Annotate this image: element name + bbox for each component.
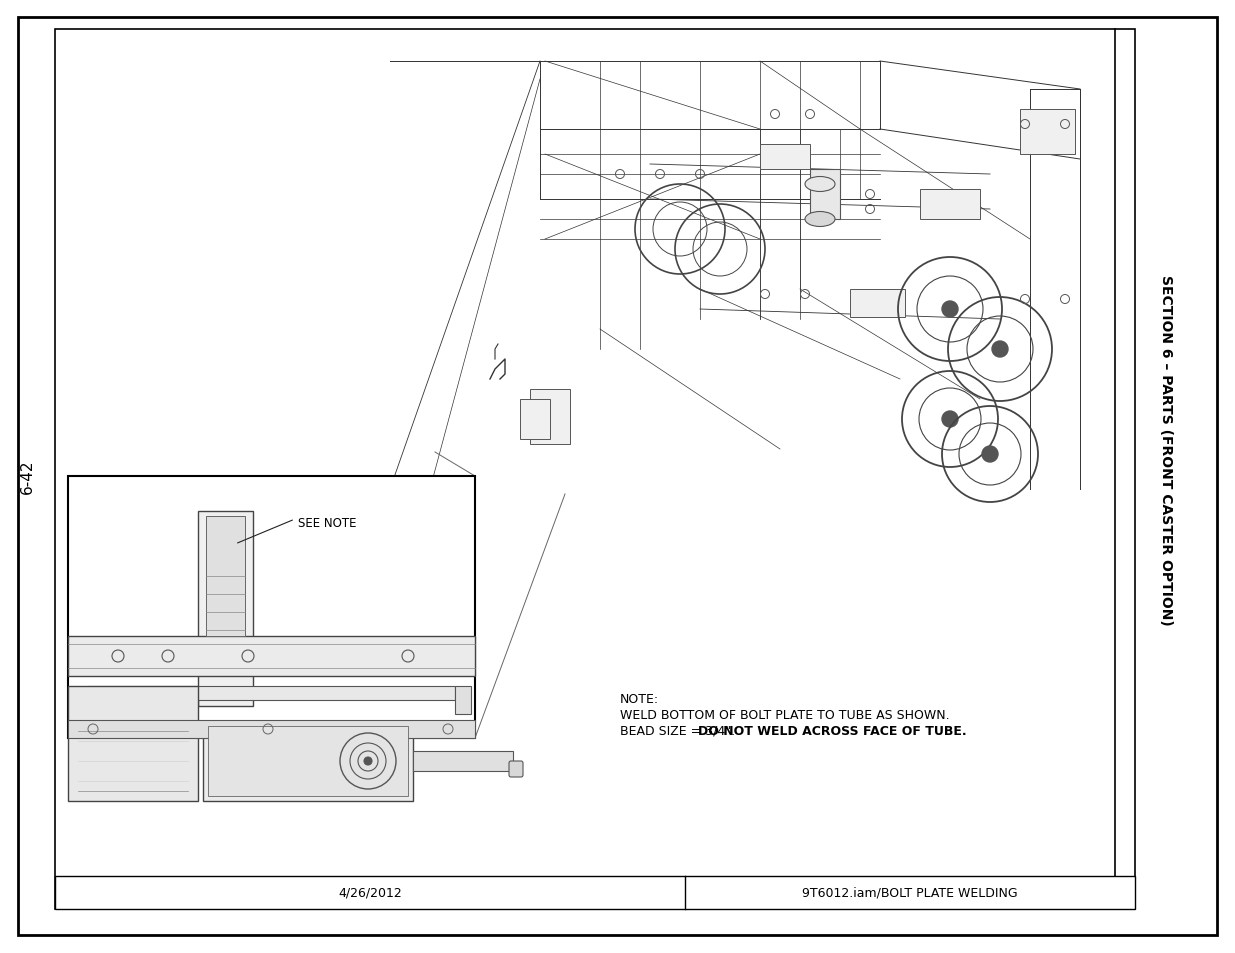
Text: NOTE:: NOTE: (620, 692, 659, 705)
Bar (920, 190, 981, 220)
Text: 4/26/2012: 4/26/2012 (338, 886, 401, 899)
Bar (56, 30, 1135, 909)
Bar (530, 390, 571, 444)
Bar (68, 720, 475, 739)
Text: DO NOT WELD ACROSS FACE OF TUBE.: DO NOT WELD ACROSS FACE OF TUBE. (698, 724, 967, 738)
Bar (203, 721, 412, 801)
Bar (56, 876, 1135, 909)
Bar (206, 517, 245, 637)
Bar (520, 399, 550, 439)
Circle shape (992, 341, 1008, 357)
Text: SECTION 6 – PARTS (FRONT CASTER OPTION): SECTION 6 – PARTS (FRONT CASTER OPTION) (1158, 274, 1173, 625)
Ellipse shape (805, 177, 835, 193)
Text: SEE NOTE: SEE NOTE (298, 517, 357, 530)
Bar (68, 686, 198, 801)
Text: 6-42: 6-42 (20, 459, 35, 494)
Text: 9T6012.iam/BOLT PLATE WELDING: 9T6012.iam/BOLT PLATE WELDING (803, 886, 1018, 899)
Circle shape (364, 758, 372, 765)
Bar (454, 686, 471, 714)
FancyBboxPatch shape (509, 761, 522, 778)
Bar (760, 145, 810, 170)
Bar (56, 30, 1115, 490)
Text: WELD BOTTOM OF BOLT PLATE TO TUBE AS SHOWN.: WELD BOTTOM OF BOLT PLATE TO TUBE AS SHO… (620, 708, 950, 721)
Bar (198, 512, 253, 706)
Ellipse shape (805, 213, 835, 227)
Bar (412, 751, 513, 771)
Bar (850, 290, 905, 317)
Circle shape (942, 302, 958, 317)
Bar (810, 170, 840, 220)
Bar (207, 726, 408, 796)
Circle shape (942, 412, 958, 428)
Bar (68, 637, 475, 677)
Text: BEAD SIZE = 3/4".: BEAD SIZE = 3/4". (620, 724, 743, 738)
Bar (1020, 110, 1074, 154)
Bar (68, 476, 475, 739)
Bar (88, 686, 454, 700)
Circle shape (982, 447, 998, 462)
